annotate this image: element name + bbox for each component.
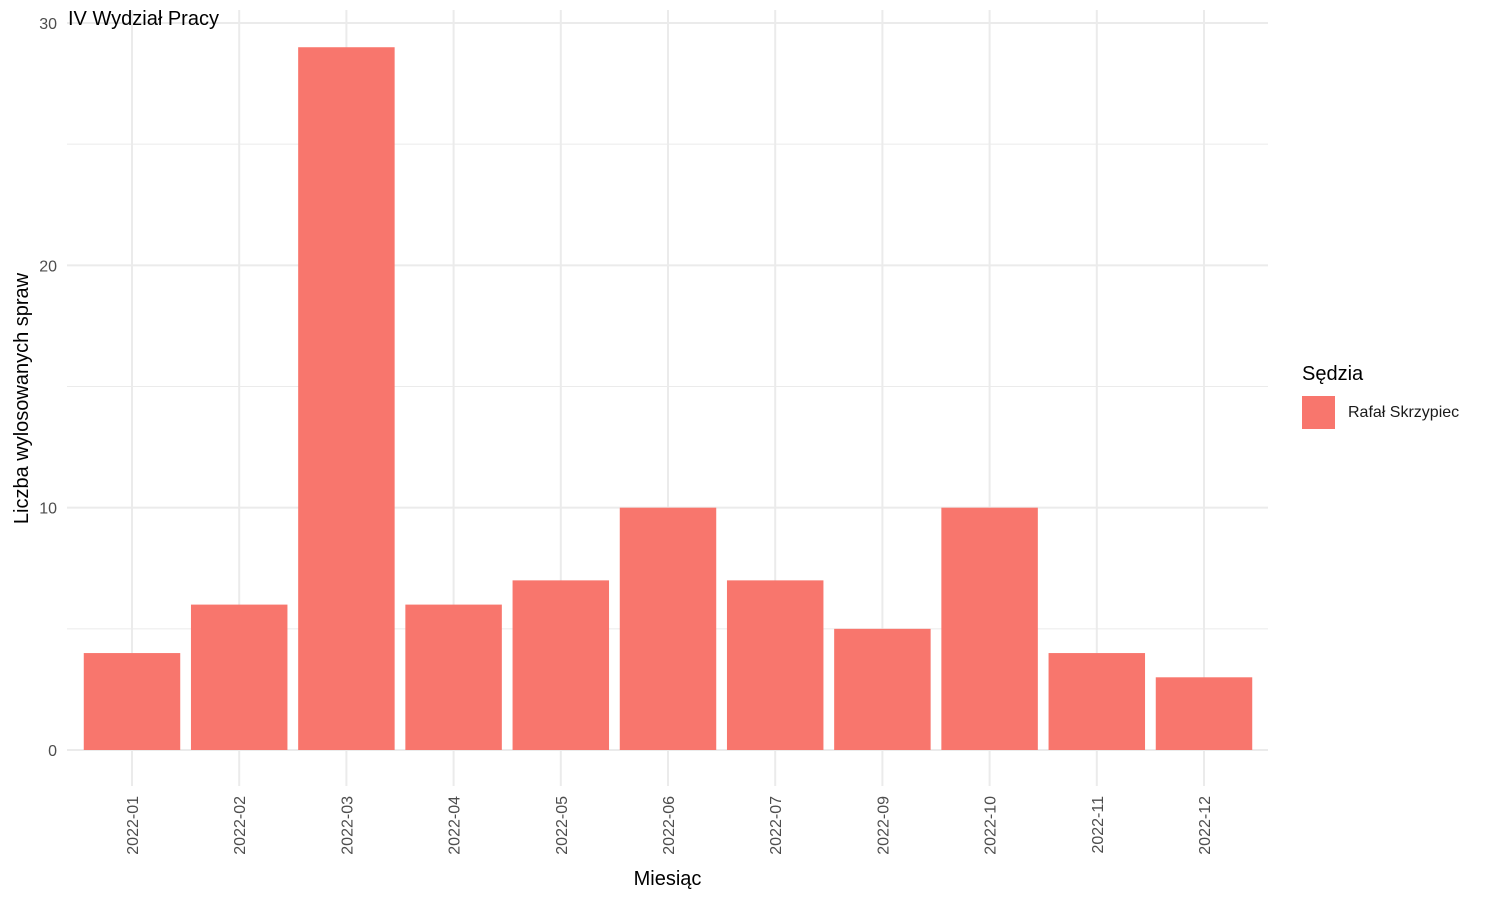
x-tick-label: 2022-06 <box>661 796 678 855</box>
y-tick-label: 30 <box>39 16 57 33</box>
legend-label: Rafał Skrzypiec <box>1348 403 1460 421</box>
legend-item: Rafał Skrzypiec <box>1302 396 1459 429</box>
y-axis-label: Liczba wylosowanych spraw <box>11 272 33 524</box>
chart-title: IV Wydział Pracy <box>68 8 219 30</box>
bar-2022-10 <box>941 507 1038 750</box>
y-tick-label: 20 <box>39 258 57 275</box>
bar-2022-04 <box>405 604 502 750</box>
bar-2022-06 <box>619 507 717 750</box>
x-tick-label: 2022-05 <box>554 796 571 855</box>
x-tick-label: 2022-03 <box>339 796 356 855</box>
legend: Sędzia Rafał Skrzypiec <box>1302 363 1459 429</box>
x-tick-label: 2022-01 <box>125 796 142 855</box>
bar-2022-11 <box>1048 653 1146 750</box>
bar-2022-02 <box>190 604 288 750</box>
bar-2022-12 <box>1155 677 1253 750</box>
bar-2022-03 <box>298 47 395 750</box>
y-tick-label: 10 <box>39 501 57 518</box>
x-tick-label: 2022-07 <box>768 796 785 855</box>
x-tick-label: 2022-12 <box>1197 796 1214 855</box>
legend-title: Sędzia <box>1302 363 1364 385</box>
bar-2022-05 <box>512 580 610 750</box>
x-axis-label: Miesiąc <box>634 868 702 890</box>
x-tick-label: 2022-09 <box>875 796 892 855</box>
x-tick-label: 2022-02 <box>232 796 249 855</box>
bar-2022-09 <box>834 628 931 750</box>
x-tick-label: 2022-04 <box>447 796 464 855</box>
bar-2022-07 <box>726 580 824 750</box>
x-tick-label: 2022-11 <box>1090 796 1107 854</box>
legend-key-swatch <box>1302 396 1335 429</box>
bar-2022-01 <box>83 653 181 750</box>
x-tick-label: 2022-10 <box>983 796 1000 855</box>
y-tick-label: 0 <box>48 743 57 760</box>
